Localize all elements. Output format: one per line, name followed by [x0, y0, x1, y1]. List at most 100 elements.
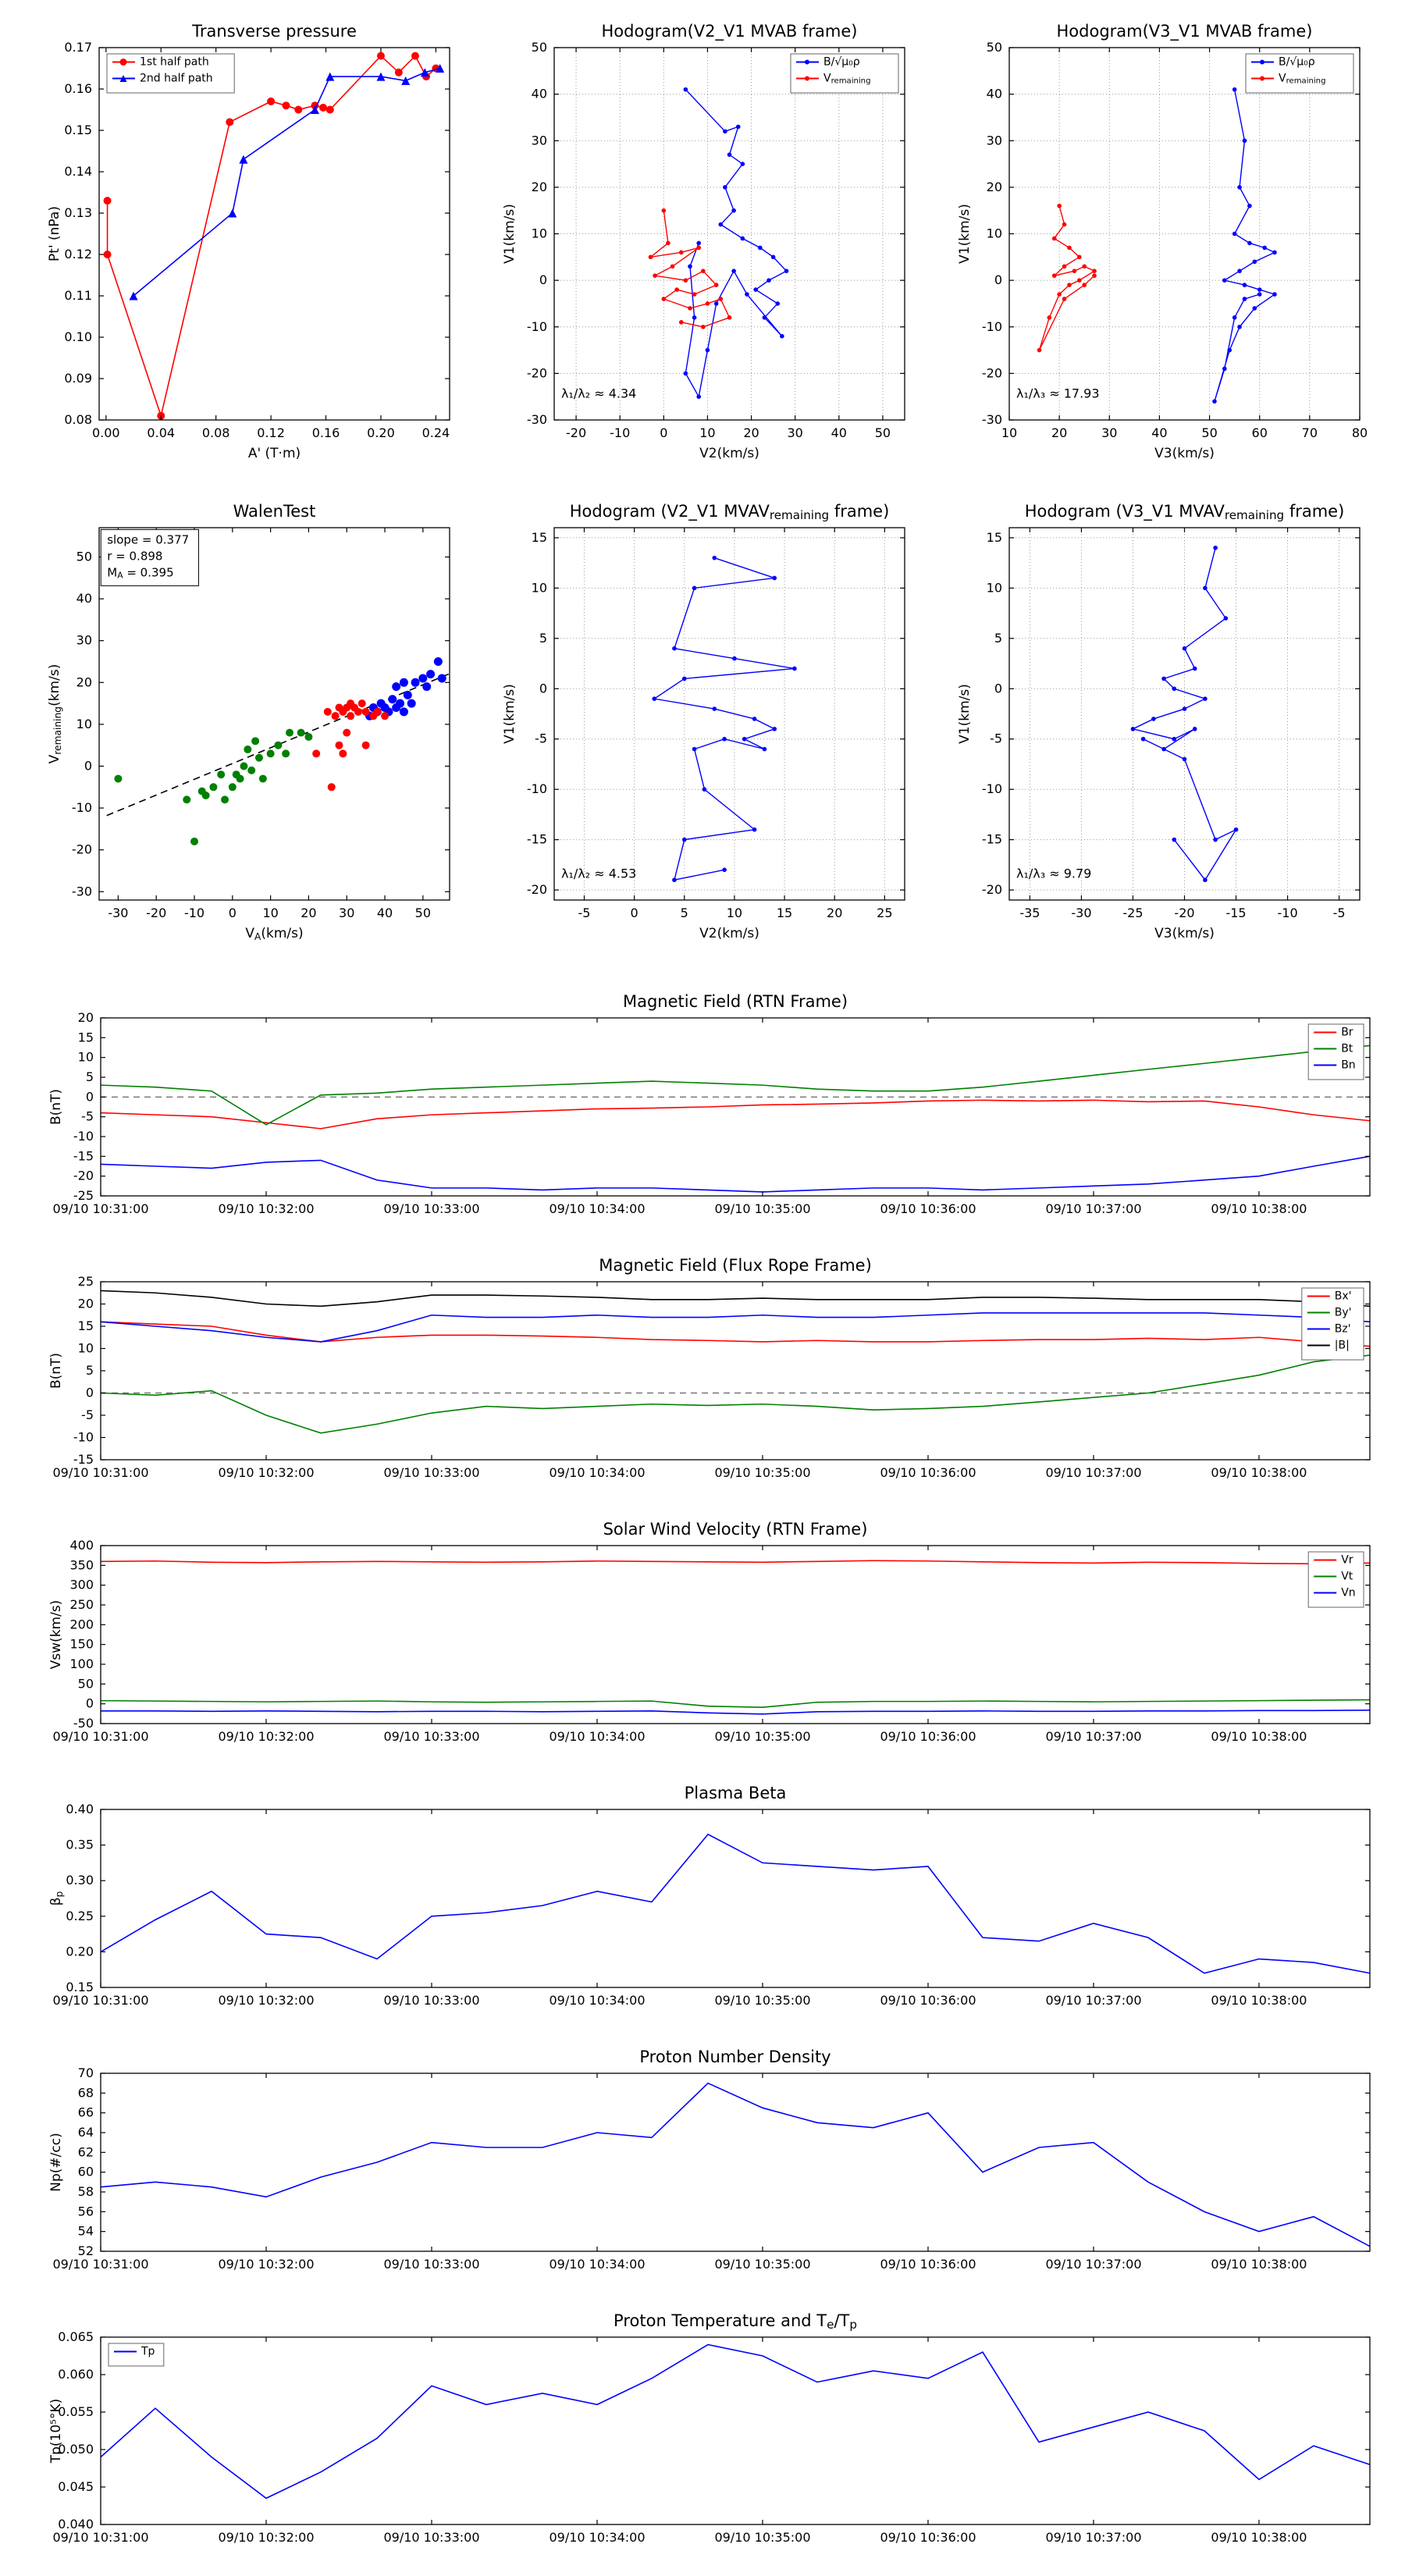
svg-text:Bx': Bx'	[1335, 1290, 1352, 1303]
svg-text:5: 5	[86, 1069, 94, 1084]
svg-text:-20: -20	[982, 365, 1002, 380]
chart-proton-temperature: 09/10 10:31:00 09/10 10:32:00 09/10 10:33:…	[35, 2304, 1385, 2562]
svg-text:0.15: 0.15	[66, 1980, 94, 1994]
svg-text:20: 20	[301, 906, 316, 920]
svg-text:54: 54	[78, 2224, 94, 2239]
svg-text:09/10 10:33:00: 09/10 10:33:00	[383, 1201, 479, 1216]
svg-text:09/10 10:37:00: 09/10 10:37:00	[1045, 2257, 1141, 2272]
svg-text:50: 50	[415, 906, 431, 920]
svg-text:0.050: 0.050	[58, 2442, 94, 2457]
svg-text:V2(km/s): V2(km/s)	[699, 926, 759, 941]
svg-text:-5: -5	[990, 731, 1002, 746]
svg-text:-10: -10	[73, 1430, 94, 1445]
svg-text:-10: -10	[1277, 906, 1297, 920]
svg-text:09/10 10:36:00: 09/10 10:36:00	[880, 1201, 976, 1216]
svg-text:09/10 10:31:00: 09/10 10:31:00	[52, 2257, 148, 2272]
svg-text:10: 10	[532, 226, 547, 241]
svg-text:09/10 10:38:00: 09/10 10:38:00	[1211, 1465, 1307, 1480]
svg-text:0.20: 0.20	[367, 425, 395, 440]
svg-text:0.24: 0.24	[422, 425, 450, 440]
svg-text:0.08: 0.08	[202, 425, 230, 440]
svg-text:200: 200	[69, 1617, 94, 1631]
svg-text:10: 10	[727, 906, 742, 920]
svg-text:Hodogram(V3_V1 MVAB frame): Hodogram(V3_V1 MVAB frame)	[1057, 22, 1313, 41]
svg-text:0: 0	[84, 758, 92, 773]
svg-text:09/10 10:35:00: 09/10 10:35:00	[714, 1465, 810, 1480]
chart-hodogram-v3v1-mvav: -35 -30 -25 -20 -15 -10 -5 -20 -15 -10 -5 0 5 10 15 Hod…	[945, 492, 1371, 948]
svg-text:Vsw(km/s): Vsw(km/s)	[48, 1600, 64, 1670]
svg-text:-20: -20	[566, 425, 586, 440]
svg-text:09/10 10:36:00: 09/10 10:36:00	[880, 2257, 976, 2272]
svg-text:20: 20	[76, 674, 92, 689]
svg-text:Vn: Vn	[1341, 1587, 1355, 1599]
svg-text:-20: -20	[1174, 906, 1194, 920]
svg-text:15: 15	[78, 1030, 94, 1044]
svg-text:66: 66	[78, 2105, 94, 2120]
svg-text:Proton Number Density: Proton Number Density	[639, 2048, 831, 2066]
svg-text:0.08: 0.08	[64, 412, 92, 427]
svg-text:68: 68	[78, 2085, 94, 2100]
svg-text:V1(km/s): V1(km/s)	[957, 204, 973, 264]
svg-text:09/10 10:31:00: 09/10 10:31:00	[52, 1993, 148, 2008]
svg-text:80: 80	[1352, 425, 1368, 440]
svg-text:400: 400	[69, 1538, 94, 1553]
svg-text:0.25: 0.25	[66, 1909, 94, 1923]
svg-text:-35: -35	[1019, 906, 1040, 920]
svg-text:30: 30	[532, 133, 547, 148]
svg-text:09/10 10:37:00: 09/10 10:37:00	[1045, 1729, 1141, 1744]
svg-text:-50: -50	[73, 1716, 94, 1731]
svg-text:-5: -5	[578, 906, 591, 920]
svg-text:0.09: 0.09	[64, 371, 92, 386]
svg-text:09/10 10:34:00: 09/10 10:34:00	[549, 1201, 645, 1216]
svg-text:70: 70	[78, 2065, 94, 2080]
svg-text:-20: -20	[527, 882, 547, 897]
svg-text:λ₁/λ₃ ≈ 17.93: λ₁/λ₃ ≈ 17.93	[1016, 386, 1100, 400]
svg-text:-15: -15	[73, 1452, 94, 1467]
svg-text:09/10 10:33:00: 09/10 10:33:00	[383, 2257, 479, 2272]
svg-text:-10: -10	[72, 800, 92, 815]
svg-text:0.12: 0.12	[257, 425, 285, 440]
svg-text:V3(km/s): V3(km/s)	[1154, 926, 1215, 941]
svg-text:0.11: 0.11	[64, 288, 92, 303]
svg-text:30: 30	[76, 633, 92, 648]
svg-text:09/10 10:38:00: 09/10 10:38:00	[1211, 1729, 1307, 1744]
svg-text:Vr: Vr	[1341, 1554, 1353, 1567]
chart-magnetic-field-flux-rope: 09/10 10:31:00 09/10 10:32:00 09/10 10:33:…	[35, 1249, 1385, 1497]
svg-text:V3(km/s): V3(km/s)	[1154, 446, 1215, 461]
svg-text:V1(km/s): V1(km/s)	[957, 684, 973, 744]
svg-text:09/10 10:36:00: 09/10 10:36:00	[880, 1465, 976, 1480]
svg-text:40: 40	[377, 906, 393, 920]
chart-proton-number-density: 09/10 10:31:00 09/10 10:32:00 09/10 10:33:…	[35, 2041, 1385, 2289]
chart-transverse-pressure: 0.00 0.04 0.08 0.12 0.16 0.20 0.24 0.08 0.09 0.10…	[35, 12, 461, 468]
svg-text:Tp(10⁵°K): Tp(10⁵°K)	[48, 2399, 64, 2464]
svg-text:0.040: 0.040	[58, 2517, 94, 2532]
svg-text:09/10 10:37:00: 09/10 10:37:00	[1045, 2530, 1141, 2545]
chart-magnetic-field-rtn: 09/10 10:31:00 09/10 10:32:00 09/10 10:33:…	[35, 985, 1385, 1233]
svg-text:-15: -15	[73, 1148, 94, 1163]
svg-text:09/10 10:36:00: 09/10 10:36:00	[880, 1993, 976, 2008]
svg-text:64: 64	[78, 2125, 94, 2140]
svg-text:09/10 10:32:00: 09/10 10:32:00	[218, 1201, 314, 1216]
svg-text:30: 30	[339, 906, 354, 920]
svg-text:09/10 10:33:00: 09/10 10:33:00	[383, 1993, 479, 2008]
svg-text:0.12: 0.12	[64, 247, 92, 262]
svg-text:09/10 10:32:00: 09/10 10:32:00	[218, 2257, 314, 2272]
svg-text:r = 0.898: r = 0.898	[107, 549, 162, 563]
svg-text:30: 30	[788, 425, 803, 440]
svg-text:09/10 10:38:00: 09/10 10:38:00	[1211, 2257, 1307, 2272]
svg-text:09/10 10:32:00: 09/10 10:32:00	[218, 1993, 314, 2008]
svg-text:V2(km/s): V2(km/s)	[699, 446, 759, 461]
svg-text:09/10 10:33:00: 09/10 10:33:00	[383, 2530, 479, 2545]
chart-hodogram-v2v1-mvab: -20 -10 0 10 20 30 40 50 -30 -20 -10 0 10 20 30 40 50 Hod…	[490, 12, 916, 468]
svg-text:09/10 10:33:00: 09/10 10:33:00	[383, 1729, 479, 1744]
svg-text:-5: -5	[535, 731, 547, 746]
svg-text:Br: Br	[1341, 1026, 1353, 1039]
svg-text:0.35: 0.35	[66, 1838, 94, 1852]
svg-text:15: 15	[78, 1318, 94, 1333]
svg-text:62: 62	[78, 2144, 94, 2159]
svg-text:-30: -30	[982, 412, 1002, 427]
svg-text:09/10 10:31:00: 09/10 10:31:00	[52, 1465, 148, 1480]
svg-text:-30: -30	[72, 884, 92, 898]
svg-text:0: 0	[660, 425, 667, 440]
